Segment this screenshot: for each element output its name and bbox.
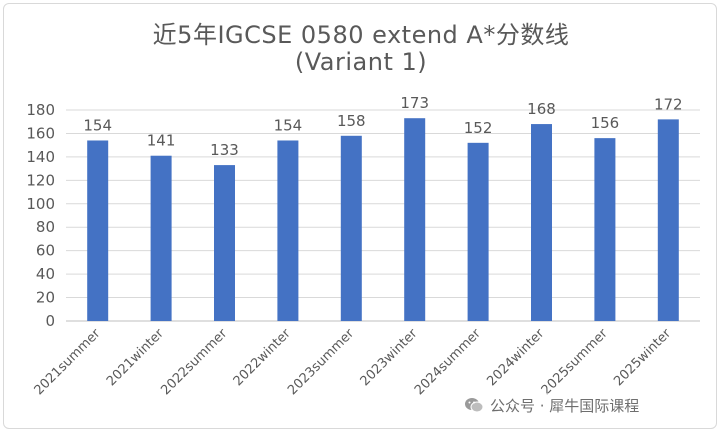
x-tick-label: 2021summer bbox=[32, 326, 104, 398]
data-label: 141 bbox=[147, 132, 176, 150]
bar bbox=[214, 165, 235, 321]
y-tick-label: 60 bbox=[36, 242, 55, 260]
bar bbox=[150, 155, 172, 321]
chart-subtitle: (Variant 1) bbox=[294, 48, 428, 76]
bar bbox=[657, 119, 679, 321]
y-tick-label: 20 bbox=[36, 289, 55, 307]
data-label: 158 bbox=[337, 112, 366, 130]
x-tick-label: 2021winter bbox=[104, 326, 167, 389]
data-label: 154 bbox=[83, 116, 112, 134]
wechat-icon bbox=[465, 398, 484, 413]
data-label: 154 bbox=[274, 116, 303, 134]
y-tick-label: 0 bbox=[45, 312, 55, 330]
x-tick-label: 2025summer bbox=[539, 326, 611, 398]
bar bbox=[531, 124, 552, 321]
bar bbox=[340, 135, 362, 321]
y-tick-label: 180 bbox=[26, 101, 55, 119]
bar bbox=[277, 140, 299, 321]
x-tick-label: 2023winter bbox=[358, 326, 421, 389]
data-label: 173 bbox=[400, 94, 429, 112]
data-label: 133 bbox=[210, 141, 239, 159]
bar bbox=[467, 142, 489, 321]
watermark-text: 公众号 · 犀牛国际课程 bbox=[490, 396, 640, 415]
x-tick-label: 2025winter bbox=[611, 326, 674, 389]
bar bbox=[87, 140, 109, 321]
data-label: 172 bbox=[654, 95, 683, 113]
x-tick-label: 2024winter bbox=[484, 326, 547, 389]
x-tick-label: 2022summer bbox=[158, 326, 230, 398]
data-label: 168 bbox=[527, 100, 556, 118]
y-tick-label: 160 bbox=[26, 124, 55, 142]
bar bbox=[594, 138, 616, 321]
x-tick-label: 2022winter bbox=[231, 326, 294, 389]
y-tick-label: 80 bbox=[36, 218, 55, 236]
watermark: 公众号 · 犀牛国际课程 bbox=[460, 393, 644, 417]
x-tick-label: 2024summer bbox=[412, 326, 484, 398]
bar bbox=[404, 118, 426, 321]
y-tick-label: 120 bbox=[26, 171, 55, 189]
data-label: 156 bbox=[591, 114, 620, 132]
y-tick-label: 140 bbox=[26, 148, 55, 166]
chart-title: 近5年IGCSE 0580 extend A*分数线 bbox=[152, 21, 570, 49]
y-tick-label: 40 bbox=[36, 265, 55, 283]
data-label: 152 bbox=[464, 119, 493, 137]
y-tick-label: 100 bbox=[26, 195, 55, 213]
x-tick-label: 2023summer bbox=[285, 326, 357, 398]
